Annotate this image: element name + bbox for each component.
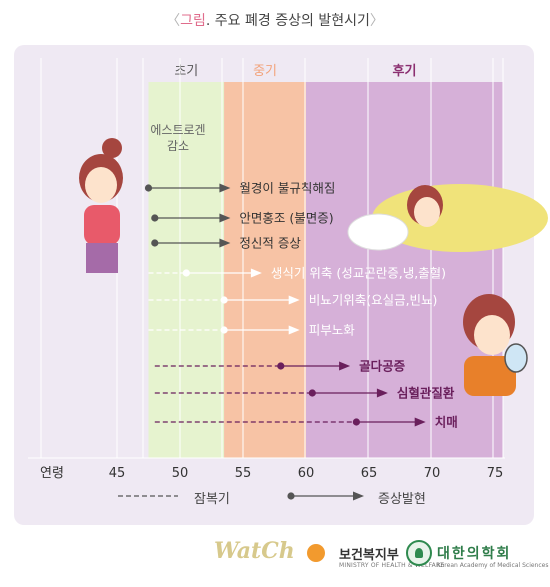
onset-dot bbox=[182, 269, 190, 277]
x-tick-label: 55 bbox=[235, 466, 252, 481]
ministry-name: 보건복지부 bbox=[339, 548, 399, 563]
legend: 잠복기 증상발현 bbox=[0, 487, 550, 507]
symptom-arrow-head bbox=[376, 388, 388, 398]
symptom-label: 치매 bbox=[435, 415, 458, 430]
academy-name: 대한의학회 bbox=[437, 546, 512, 562]
legend-marks bbox=[118, 491, 364, 501]
onset-dot bbox=[151, 214, 159, 222]
figure-title: 〈그림. 주요 폐경 증상의 발현시기〉 bbox=[0, 10, 550, 30]
symptom-arrow-head bbox=[288, 325, 300, 335]
title-close-bracket: 〉 bbox=[369, 13, 384, 29]
woman-mid-face bbox=[414, 197, 440, 227]
onset-dot bbox=[277, 362, 285, 370]
hand-mirror-icon bbox=[504, 343, 528, 373]
phase-label: 후기 bbox=[393, 63, 417, 79]
footer: WatCh 보건복지부 MINISTRY OF HEALTH & WELFARE… bbox=[0, 538, 550, 582]
phase-band bbox=[306, 82, 503, 458]
academy-seal-icon bbox=[406, 540, 432, 566]
phase-band bbox=[224, 82, 306, 458]
symptom-label: 정신적 증상 bbox=[239, 236, 301, 251]
x-tick-label: 75 bbox=[487, 466, 504, 481]
x-tick-label: 60 bbox=[298, 466, 315, 481]
pillow bbox=[347, 213, 409, 251]
symptom-label: 월경이 불규칙해짐 bbox=[239, 181, 335, 196]
symptom-arrow-head bbox=[288, 295, 300, 305]
estrogen-annotation: 에스트로겐 bbox=[150, 123, 205, 137]
legend-onset-label: 증상발현 bbox=[378, 492, 426, 507]
legend-arrow-head bbox=[353, 491, 364, 501]
x-tick-label: 70 bbox=[424, 466, 441, 481]
phase-label: 중기 bbox=[253, 64, 277, 79]
woman-late-body bbox=[464, 356, 516, 396]
academy-name-en: Korean Academy of Medical Sciences bbox=[437, 562, 549, 569]
symptom-arrow-head bbox=[250, 268, 262, 278]
woman-early-body bbox=[84, 205, 120, 245]
symptom-label: 비뇨기위축(요실금,빈뇨) bbox=[309, 293, 438, 308]
symptom-arrow-head bbox=[219, 213, 231, 223]
symptom-arrow-head bbox=[219, 183, 231, 193]
woman-late-face bbox=[474, 315, 510, 355]
onset-dot bbox=[151, 239, 159, 247]
phase-label: 초기 bbox=[174, 64, 198, 79]
symptom-label: 심혈관질환 bbox=[397, 386, 455, 401]
x-axis-title: 연령 bbox=[40, 466, 64, 481]
onset-dot bbox=[144, 184, 153, 192]
symptom-arrow-head bbox=[414, 417, 426, 427]
woman-early-skirt bbox=[86, 243, 118, 273]
x-tick-label: 45 bbox=[109, 466, 126, 481]
onset-dot bbox=[308, 389, 316, 397]
onset-dot bbox=[220, 326, 228, 334]
woman-early-face bbox=[85, 167, 117, 203]
watch-logo-dot bbox=[307, 544, 325, 562]
ministry-name-en: MINISTRY OF HEALTH & WELFARE bbox=[339, 562, 445, 569]
symptom-label: 안면홍조 (불면증) bbox=[239, 211, 333, 226]
woman-early-hair-bun bbox=[102, 138, 122, 158]
symptom-arrow-head bbox=[219, 238, 231, 248]
title-highlight: 그림 bbox=[180, 13, 206, 29]
onset-dot bbox=[352, 418, 360, 426]
symptom-label: 피부노화 bbox=[309, 323, 356, 338]
watch-logo: WatCh bbox=[214, 538, 295, 564]
title-text: . 주요 폐경 증상의 발현시기 bbox=[205, 13, 370, 29]
x-tick-label: 65 bbox=[361, 466, 378, 481]
symptom-arrow-head bbox=[339, 361, 351, 371]
onset-dot bbox=[220, 296, 228, 304]
x-tick-label: 50 bbox=[172, 466, 189, 481]
estrogen-annotation: 감소 bbox=[167, 139, 189, 153]
legend-latent-label: 잠복기 bbox=[194, 492, 230, 507]
symptom-label: 생식기 위축 (성교곤란증,냉,출혈) bbox=[271, 266, 446, 281]
title-open-bracket: 〈 bbox=[166, 13, 181, 29]
symptom-label: 골다공증 bbox=[359, 359, 406, 374]
